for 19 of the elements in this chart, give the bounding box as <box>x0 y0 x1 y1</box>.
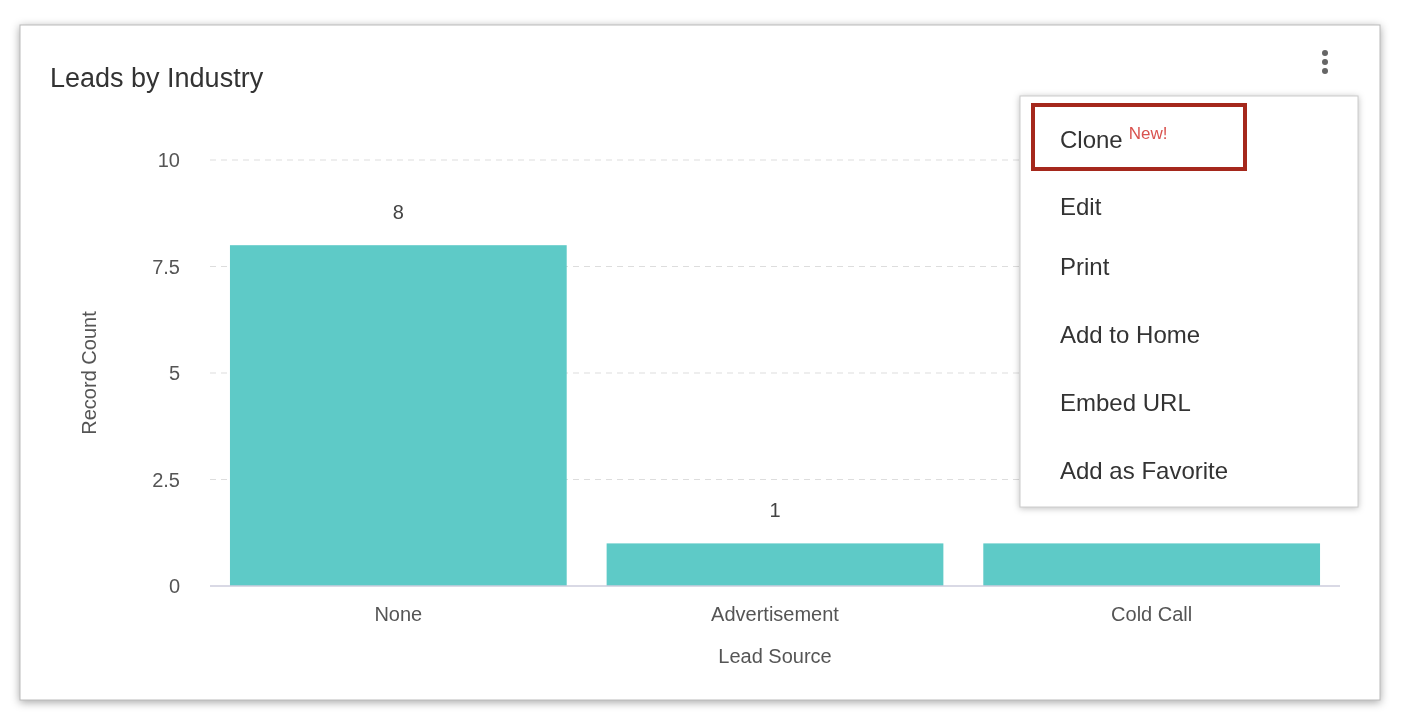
y-tick-label: 7.5 <box>152 255 180 278</box>
annotation: Edit <box>1060 193 1102 220</box>
data-label: 1 <box>769 499 781 522</box>
data-label: 8 <box>392 201 404 224</box>
x-tick-label: Cold Call <box>1111 603 1193 625</box>
x-tick-label: Advertisement <box>711 603 840 625</box>
annotation: Add as Favorite <box>1060 457 1229 484</box>
y-axis-title: Record Count <box>78 310 100 435</box>
y-tick-label: 5 <box>168 362 180 384</box>
y-tick-label: 2.5 <box>152 468 180 491</box>
x-axis-title: Lead Source <box>718 645 832 667</box>
y-tick-label: 10 <box>157 149 180 171</box>
annotation: Print <box>1060 253 1110 280</box>
annotation: Embed URL <box>1060 389 1191 416</box>
text: Clone $^{New!}$ <box>1060 123 1168 153</box>
y-tick-label: 0 <box>168 575 180 597</box>
chart-title: Leads by Industry <box>50 63 264 93</box>
annotation: Add to Home <box>1060 321 1201 348</box>
x-tick-label: None <box>374 603 423 625</box>
